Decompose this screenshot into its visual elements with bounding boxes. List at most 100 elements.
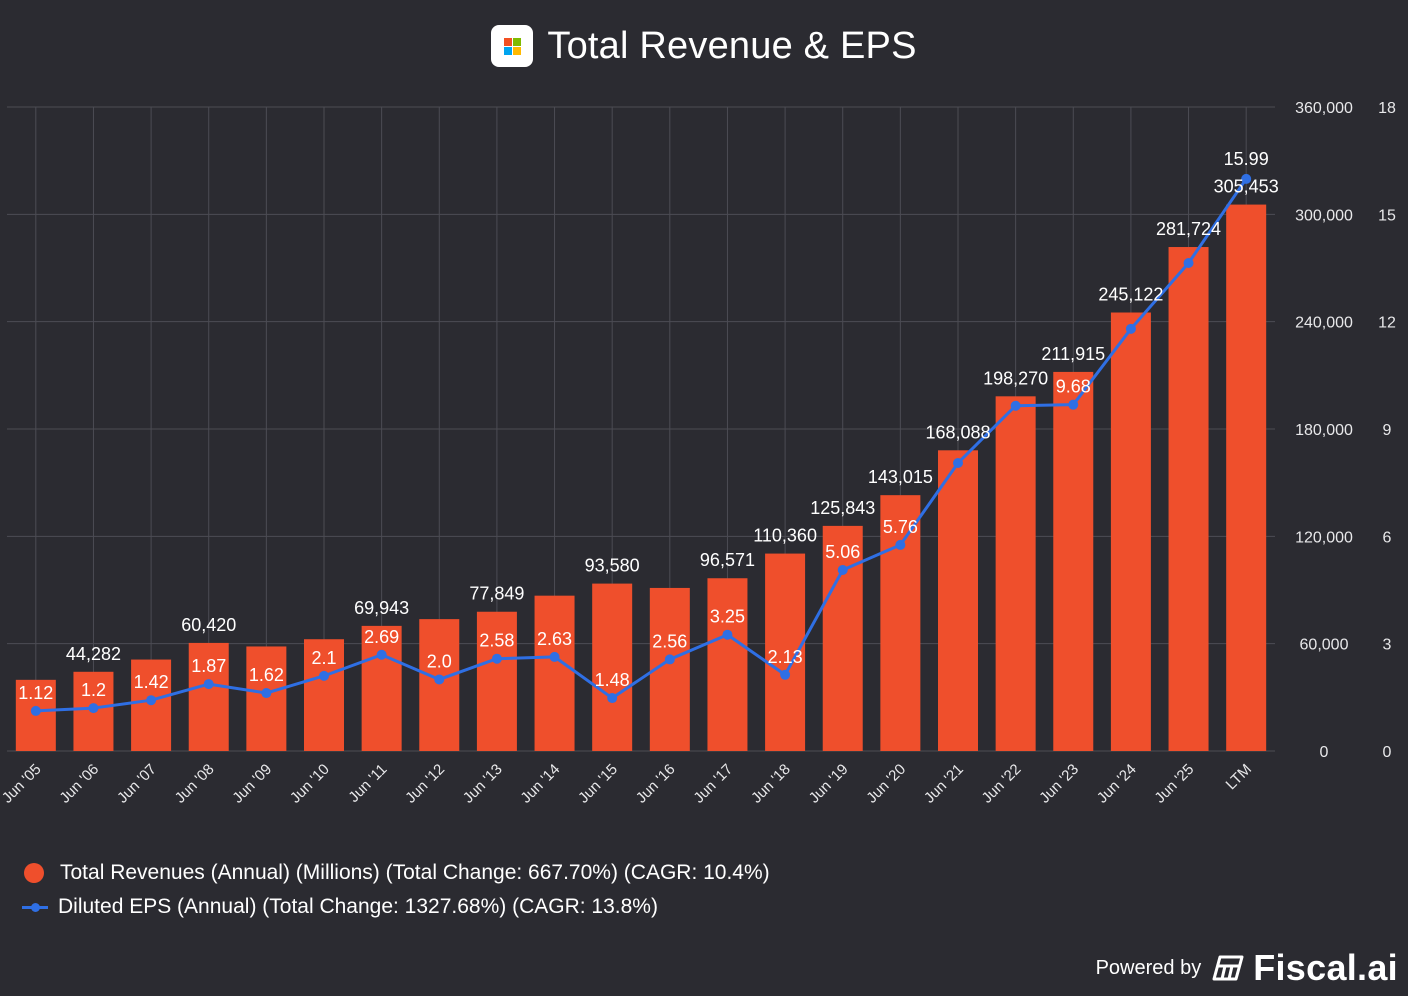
revenue-legend-dot-icon — [24, 863, 44, 883]
legend-item-eps[interactable]: Diluted EPS (Annual) (Total Change: 1327… — [22, 890, 770, 924]
eps-point — [1183, 257, 1194, 268]
revenue-data-label: 198,270 — [983, 368, 1048, 388]
revenue-data-label: 93,580 — [585, 556, 640, 576]
x-tick-label: Jun '10 — [287, 761, 333, 807]
x-tick-label: Jun '20 — [863, 761, 909, 807]
x-tick-label: Jun '24 — [1094, 761, 1140, 807]
revenue-data-label: 281,724 — [1156, 219, 1221, 239]
eps-point — [30, 705, 41, 716]
eps-point — [607, 693, 618, 704]
revenue-bar — [361, 625, 402, 751]
eps-data-label: 1.2 — [81, 680, 106, 700]
revenue-bar — [419, 619, 460, 751]
revenue-data-label: 245,122 — [1098, 285, 1163, 305]
eps-point — [1241, 173, 1252, 184]
eps-data-label: 2.69 — [364, 627, 399, 647]
x-tick-label: Jun '12 — [402, 761, 448, 807]
x-tick-label: Jun '11 — [345, 761, 390, 806]
revenue-bar — [476, 611, 517, 751]
revenue-bar — [1110, 312, 1151, 751]
legend-item-revenue[interactable]: Total Revenues (Annual) (Millions) (Tota… — [22, 856, 770, 890]
y-left-tick-label: 0 — [1320, 744, 1329, 761]
eps-point — [146, 695, 157, 706]
revenue-data-label: 125,843 — [810, 498, 875, 518]
legend-revenue-label: Total Revenues (Annual) (Millions) (Tota… — [60, 861, 770, 884]
eps-data-label: 9.68 — [1056, 377, 1091, 397]
x-tick-label: Jun '25 — [1151, 761, 1197, 807]
legend-eps-label: Diluted EPS (Annual) (Total Change: 1327… — [58, 895, 658, 918]
revenue-bar — [246, 646, 287, 751]
eps-point — [837, 564, 848, 575]
x-tick-label: Jun '21 — [921, 761, 967, 807]
revenue-data-label: 44,282 — [66, 644, 121, 664]
x-tick-label: Jun '07 — [114, 761, 160, 807]
eps-data-label: 1.48 — [595, 670, 630, 690]
x-tick-label: Jun '17 — [690, 761, 736, 807]
x-tick-label: Jun '13 — [460, 761, 506, 807]
footer: Powered by Fiscal.ai — [1095, 947, 1398, 988]
eps-point — [261, 688, 272, 699]
x-tick-label: LTM — [1223, 761, 1255, 793]
revenue-data-label: 96,571 — [700, 550, 755, 570]
y-left-tick-label: 300,000 — [1295, 207, 1353, 224]
logo-square-blue — [503, 46, 512, 55]
eps-data-label: 2.56 — [652, 631, 687, 651]
x-tick-label: Jun '19 — [806, 761, 852, 807]
revenue-bar — [995, 396, 1036, 751]
chart-legend: Total Revenues (Annual) (Millions) (Tota… — [22, 856, 770, 924]
eps-data-label: 2.1 — [311, 648, 336, 668]
revenue-data-label: 168,088 — [925, 422, 990, 442]
eps-point — [895, 539, 906, 550]
y-right-tick-label: 18 — [1378, 100, 1396, 117]
revenue-bar — [1226, 204, 1267, 752]
y-left-tick-label: 60,000 — [1300, 637, 1349, 654]
revenue-bar — [304, 639, 344, 751]
eps-point — [1068, 399, 1079, 410]
revenue-data-label: 77,849 — [469, 584, 524, 604]
revenue-data-label: 211,915 — [1041, 344, 1105, 364]
y-right-tick-label: 12 — [1378, 315, 1396, 332]
eps-data-label: 2.13 — [768, 647, 803, 667]
microsoft-logo-icon — [491, 25, 534, 67]
revenue-bar — [707, 578, 748, 751]
revenue-data-label: 110,360 — [753, 526, 817, 546]
revenue-bar — [938, 450, 978, 751]
eps-data-label: 1.62 — [249, 665, 284, 685]
eps-point — [319, 670, 329, 681]
powered-by-label: Powered by — [1095, 956, 1202, 979]
y-left-tick-label: 120,000 — [1295, 529, 1353, 546]
fiscal-ai-brand[interactable]: Fiscal.ai — [1253, 947, 1398, 988]
revenue-bar — [592, 583, 633, 751]
eps-point — [549, 651, 560, 662]
eps-data-label: 1.42 — [134, 672, 169, 692]
logo-square-yellow — [512, 46, 521, 55]
revenue-data-label: 143,015 — [868, 467, 933, 487]
x-tick-label: Jun '15 — [575, 761, 621, 807]
revenue-data-label: 305,453 — [1214, 177, 1279, 197]
x-tick-label: Jun '06 — [56, 761, 102, 807]
revenue-bar — [131, 659, 172, 751]
eps-data-label: 15.99 — [1224, 149, 1269, 169]
y-right-tick-label: 6 — [1383, 529, 1392, 546]
revenue-eps-chart: 0 0 60,000 3 120,000 6 180,000 9 240,000 12 300,00… — [0, 100, 1396, 807]
eps-data-label: 1.12 — [18, 683, 53, 703]
eps-data-label: 2.58 — [479, 631, 514, 651]
x-tick-label: Jun '16 — [633, 761, 679, 807]
y-right-tick-label: 9 — [1383, 422, 1392, 439]
x-tick-label: Jun '22 — [979, 761, 1025, 807]
revenue-bar — [534, 595, 575, 751]
eps-point — [722, 629, 733, 640]
revenue-bar — [1168, 247, 1209, 751]
fiscal-logo-icon — [1212, 955, 1244, 981]
eps-point — [780, 669, 791, 680]
y-left-tick-label: 360,000 — [1295, 100, 1353, 117]
eps-data-label: 2.63 — [537, 629, 572, 649]
eps-point — [1010, 400, 1021, 411]
y-right-tick-label: 3 — [1383, 637, 1392, 654]
y-right-tick-label: 0 — [1383, 744, 1392, 761]
x-tick-label: Jun '08 — [172, 761, 218, 807]
chart-title: Total Revenue & EPS — [547, 24, 917, 67]
y-right-tick-label: 15 — [1378, 207, 1396, 224]
eps-point — [88, 703, 99, 714]
chart-header: Total Revenue & EPS — [0, 18, 1408, 74]
